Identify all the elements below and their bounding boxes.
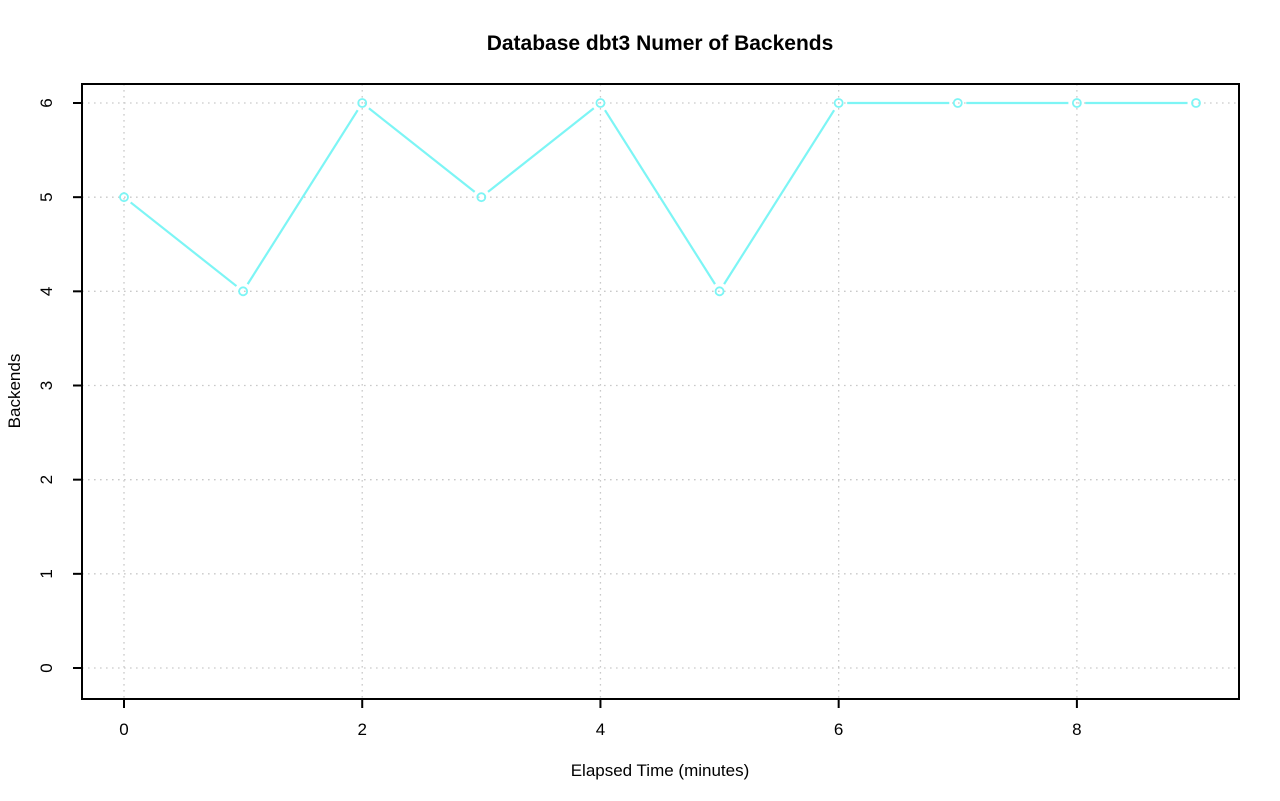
x-tick-label: 6 [834, 720, 843, 739]
data-point [476, 192, 487, 203]
y-tick-label: 2 [37, 475, 56, 484]
y-tick-label: 6 [37, 98, 56, 107]
y-tick-label: 3 [37, 381, 56, 390]
y-tick-label: 1 [37, 569, 56, 578]
y-tick-label: 4 [37, 287, 56, 296]
data-point [119, 192, 129, 203]
line-segment [723, 109, 836, 285]
tick-label-layer: 0 2 4 6 8 0 1 2 3 4 5 6 [37, 98, 1082, 739]
line-segment [246, 109, 359, 285]
data-point [1191, 98, 1201, 108]
data-point [595, 98, 606, 108]
data-point [952, 98, 963, 108]
data-point [714, 286, 725, 297]
chart-title: Database dbt3 Numer of Backends [487, 32, 834, 55]
line-segment [604, 109, 716, 285]
x-tick-label: 0 [119, 720, 128, 739]
y-tick-label: 0 [37, 663, 56, 672]
line-segment [487, 107, 595, 193]
data-point [357, 98, 368, 108]
data-point [238, 286, 249, 297]
x-tick-label: 4 [596, 720, 605, 739]
y-tick-label: 5 [37, 192, 56, 201]
tick-layer [73, 102, 1078, 708]
plot-box [81, 83, 1240, 700]
x-axis-label: Elapsed Time (minutes) [571, 761, 750, 780]
x-tick-label: 8 [1072, 720, 1081, 739]
data-point [833, 98, 844, 108]
line-series [119, 98, 1201, 297]
grid-layer [82, 84, 1239, 699]
data-point [1071, 98, 1082, 108]
line-segment [368, 107, 476, 193]
y-axis-label: Backends [5, 354, 24, 429]
x-tick-label: 2 [357, 720, 366, 739]
line-segment [129, 201, 238, 287]
